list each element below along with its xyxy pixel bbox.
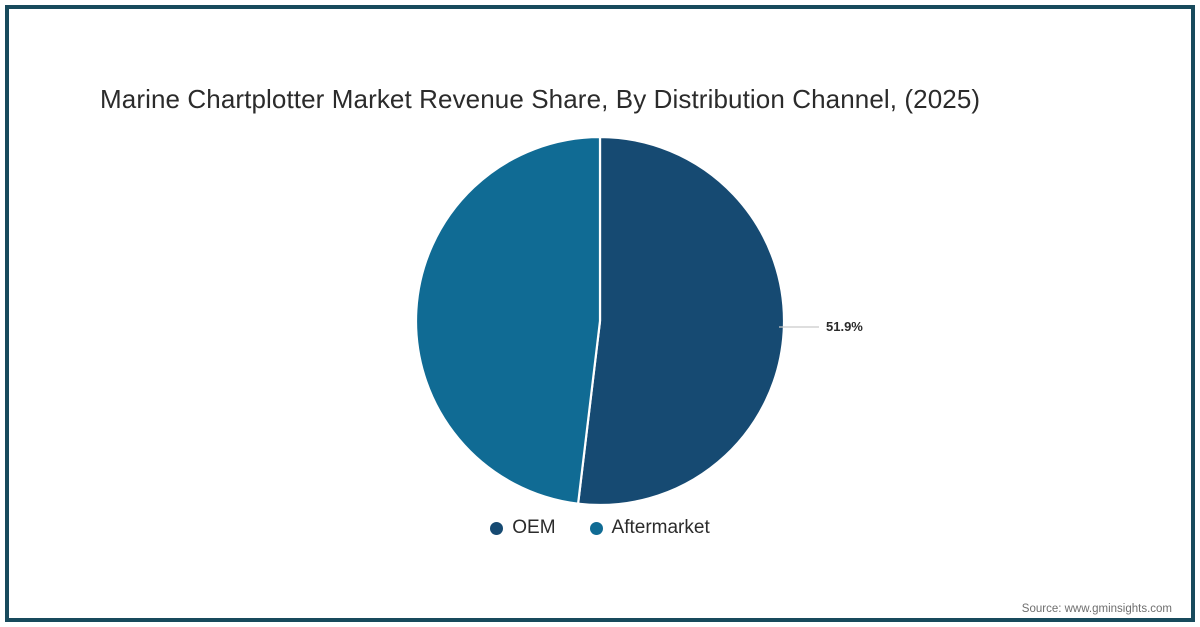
page-title: Marine Chartplotter Market Revenue Share… <box>100 84 981 114</box>
pie-slice-aftermarket[interactable] <box>414 135 602 505</box>
pie-slice-label-oem: 51.9% <box>826 319 863 334</box>
legend-label-oem: OEM <box>512 517 556 538</box>
legend: OEM Aftermarket <box>0 517 1200 539</box>
legend-label-aftermarket: Aftermarket <box>611 517 710 538</box>
pie-chart-svg <box>414 135 819 507</box>
pie-chart: 51.9% <box>414 135 863 507</box>
legend-marker-oem <box>490 521 504 535</box>
legend-item-aftermarket[interactable]: Aftermarket <box>589 517 710 539</box>
legend-marker-aftermarket <box>589 521 603 535</box>
source-attribution: Source: www.gminsights.com <box>1021 603 1172 615</box>
legend-item-oem[interactable]: OEM <box>490 517 556 539</box>
pie-slice-oem[interactable] <box>576 135 786 507</box>
